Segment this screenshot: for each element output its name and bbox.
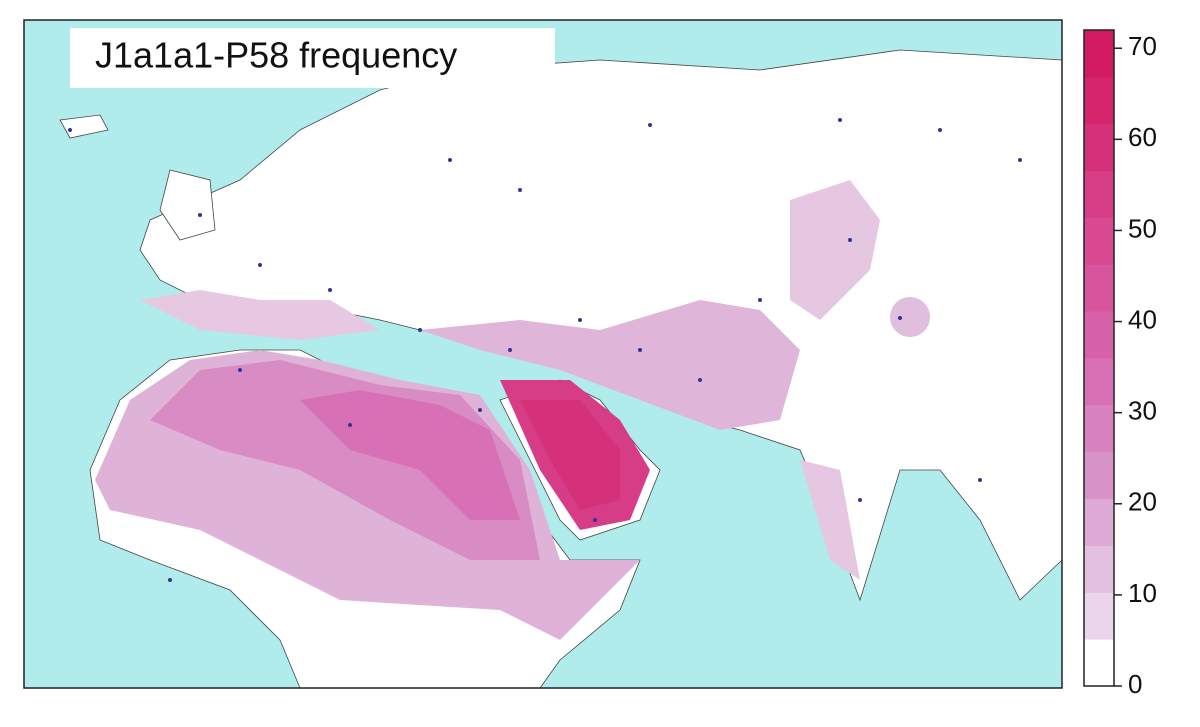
map (24, 20, 1062, 688)
colorbar-band (1084, 217, 1114, 265)
colorbar-band (1084, 123, 1114, 172)
colorbar-band (1084, 170, 1114, 218)
colorbar: 0 10 20 30 40 50 60 70 (1083, 29, 1157, 699)
colorbar-band (1084, 311, 1114, 359)
colorbar-band (1084, 30, 1114, 78)
colorbar-tick-label: 0 (1128, 669, 1142, 699)
colorbar-frame (1083, 29, 1115, 687)
map-frame (23, 19, 1063, 689)
colorbar-tick-label: 20 (1128, 487, 1157, 517)
colorbar-tick-label: 40 (1128, 304, 1157, 334)
colorbar-band (1084, 76, 1114, 125)
colorbar-tick-label: 10 (1128, 578, 1157, 608)
colorbar-band (1084, 264, 1114, 312)
colorbar-tick-label: 60 (1128, 122, 1157, 152)
colorbar-band (1084, 498, 1114, 546)
colorbar-tick-label: 30 (1128, 396, 1157, 426)
colorbar-band (1084, 545, 1114, 593)
sample-points (68, 118, 1022, 582)
colorbar-band (1084, 639, 1114, 687)
colorbar-band (1084, 451, 1114, 500)
colorbar-tick-label: 70 (1128, 31, 1157, 61)
title-box (70, 28, 555, 88)
colorbar-band (1084, 404, 1114, 453)
frequency-surface (95, 180, 930, 640)
map-title: J1a1a1-P58 frequency (95, 35, 457, 76)
colorbar-band (1084, 592, 1114, 640)
colorbar-tick-label: 50 (1128, 213, 1157, 243)
colorbar-band (1084, 358, 1114, 406)
